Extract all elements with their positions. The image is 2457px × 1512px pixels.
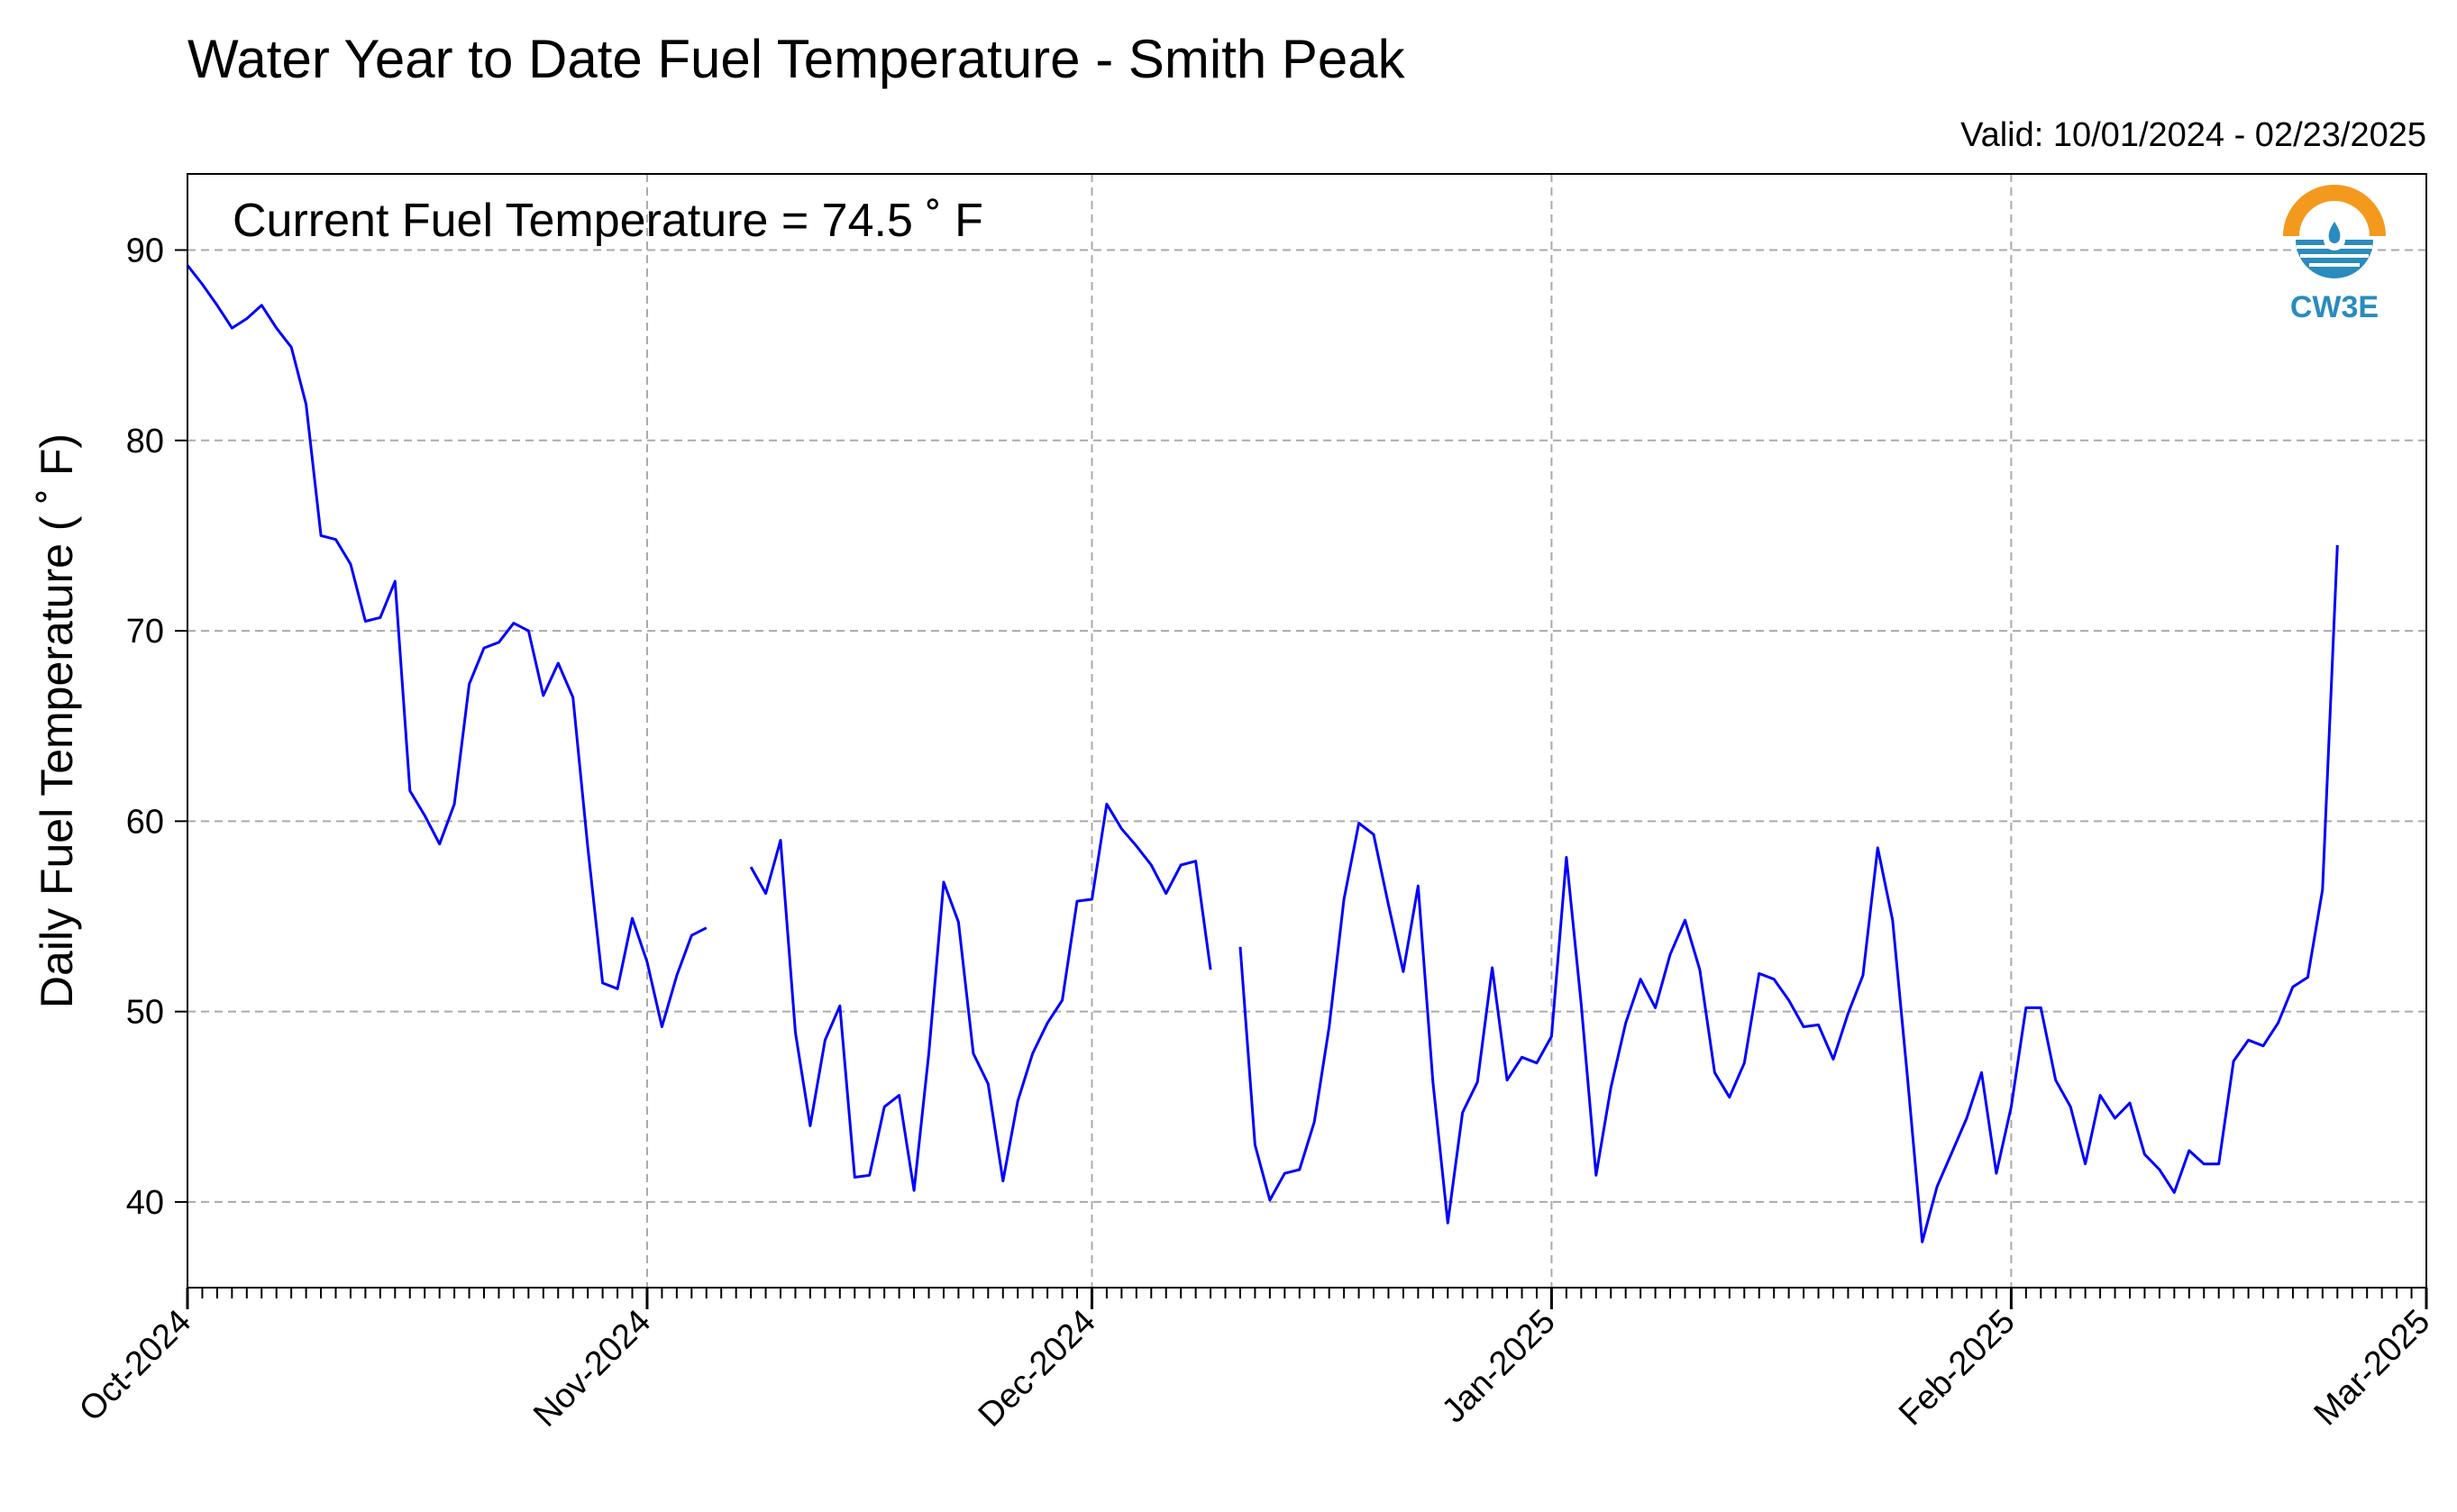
y-axis-label: Daily Fuel Temperature ( ˚ F) — [32, 433, 82, 1008]
series-line — [749, 802, 1212, 1192]
y-tick-label: 80 — [126, 423, 164, 460]
series-line — [186, 264, 708, 1028]
water-drop-icon — [2283, 185, 2386, 278]
cw3e-logo: CW3E — [2283, 185, 2386, 324]
current-temperature-annotation: Current Fuel Temperature = 74.5 ˚ F — [233, 195, 983, 247]
y-tick-label: 70 — [126, 613, 164, 651]
y-tick-label: 90 — [126, 232, 164, 270]
y-tick-label: 40 — [126, 1184, 164, 1222]
logo-text: CW3E — [2290, 290, 2379, 324]
chart-subtitle: Valid: 10/01/2024 - 02/23/2025 — [1960, 116, 2426, 154]
data-series — [186, 264, 2339, 1243]
y-tick-label: 50 — [126, 994, 164, 1032]
series-line — [1238, 544, 2339, 1243]
axis-ticks — [175, 249, 2428, 1309]
y-tick-label: 60 — [126, 803, 164, 841]
plot-frame — [187, 173, 2427, 1289]
chart-title: Water Year to Date Fuel Temperature - Sm… — [187, 29, 1406, 89]
